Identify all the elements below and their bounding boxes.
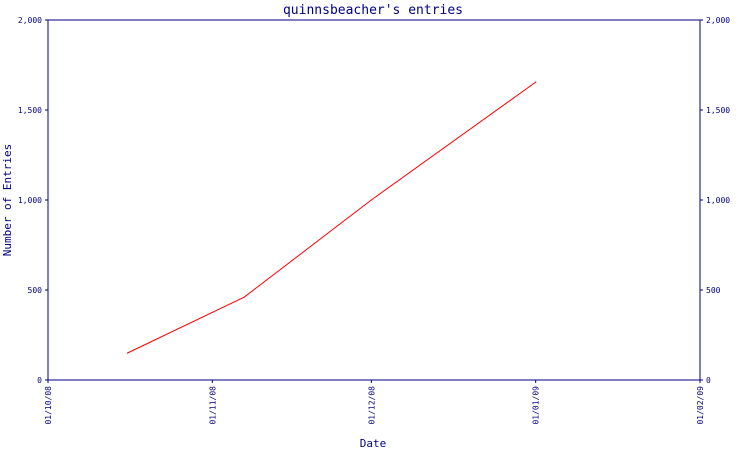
y-tick-label-left: 1,500 bbox=[18, 106, 42, 115]
data-point bbox=[243, 296, 245, 298]
x-axis-label: Date bbox=[360, 437, 387, 450]
x-tick-label: 01/02/09 bbox=[696, 386, 705, 425]
series-group bbox=[126, 81, 537, 354]
y-tick-label-left: 1,000 bbox=[18, 196, 42, 205]
y-tick-label-left: 500 bbox=[28, 286, 43, 295]
y-tick-label-right: 1,500 bbox=[706, 106, 730, 115]
data-point bbox=[535, 81, 537, 83]
x-tick-label: 01/10/08 bbox=[44, 386, 53, 425]
y-tick-label-left: 2,000 bbox=[18, 16, 42, 25]
chart-title: quinnsbeacher's entries bbox=[283, 3, 463, 18]
y-tick-label-right: 0 bbox=[706, 376, 711, 385]
y-tick-label-right: 2,000 bbox=[706, 16, 730, 25]
x-tick-label: 01/01/09 bbox=[532, 386, 541, 425]
y-axis-label: Number of Entries bbox=[1, 144, 14, 257]
x-tick-label: 01/11/08 bbox=[208, 386, 217, 425]
series-line bbox=[127, 81, 536, 354]
data-point bbox=[370, 199, 372, 201]
x-axis-ticks: 01/10/08 01/11/08 01/12/08 01/01/09 01/02/09 bbox=[44, 380, 705, 425]
y-tick-label-right: 1,000 bbox=[706, 196, 730, 205]
x-tick-label: 01/12/08 bbox=[367, 386, 376, 425]
y-axis-ticks: 0 0 500 500 1,000 1,000 1,500 1,500 2,000 2,000 bbox=[18, 16, 730, 385]
y-tick-label-right: 500 bbox=[706, 286, 721, 295]
data-point bbox=[126, 352, 129, 354]
y-tick-label-left: 0 bbox=[37, 376, 42, 385]
